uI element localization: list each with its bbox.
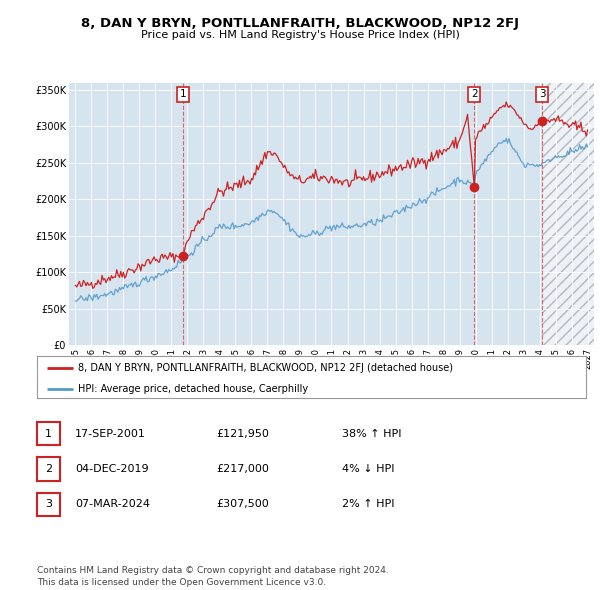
Text: 4% ↓ HPI: 4% ↓ HPI [342,464,395,474]
Text: 2% ↑ HPI: 2% ↑ HPI [342,500,395,509]
Text: 2: 2 [471,90,478,99]
Text: 3: 3 [539,90,545,99]
Text: 04-DEC-2019: 04-DEC-2019 [75,464,149,474]
Text: 38% ↑ HPI: 38% ↑ HPI [342,429,401,438]
Text: HPI: Average price, detached house, Caerphilly: HPI: Average price, detached house, Caer… [79,384,308,394]
Text: 3: 3 [45,500,52,509]
Text: Price paid vs. HM Land Registry's House Price Index (HPI): Price paid vs. HM Land Registry's House … [140,30,460,40]
Bar [542,83,594,345]
Text: 8, DAN Y BRYN, PONTLLANFRAITH, BLACKWOOD, NP12 2FJ: 8, DAN Y BRYN, PONTLLANFRAITH, BLACKWOOD… [81,17,519,30]
Text: 1: 1 [45,429,52,438]
Text: 2: 2 [45,464,52,474]
Text: 17-SEP-2001: 17-SEP-2001 [75,429,146,438]
Text: 1: 1 [179,90,186,99]
Text: Contains HM Land Registry data © Crown copyright and database right 2024.
This d: Contains HM Land Registry data © Crown c… [37,566,389,587]
Text: £121,950: £121,950 [216,429,269,438]
Text: £217,000: £217,000 [216,464,269,474]
Text: 8, DAN Y BRYN, PONTLLANFRAITH, BLACKWOOD, NP12 2FJ (detached house): 8, DAN Y BRYN, PONTLLANFRAITH, BLACKWOOD… [79,363,454,373]
Text: £307,500: £307,500 [216,500,269,509]
Text: 07-MAR-2024: 07-MAR-2024 [75,500,150,509]
